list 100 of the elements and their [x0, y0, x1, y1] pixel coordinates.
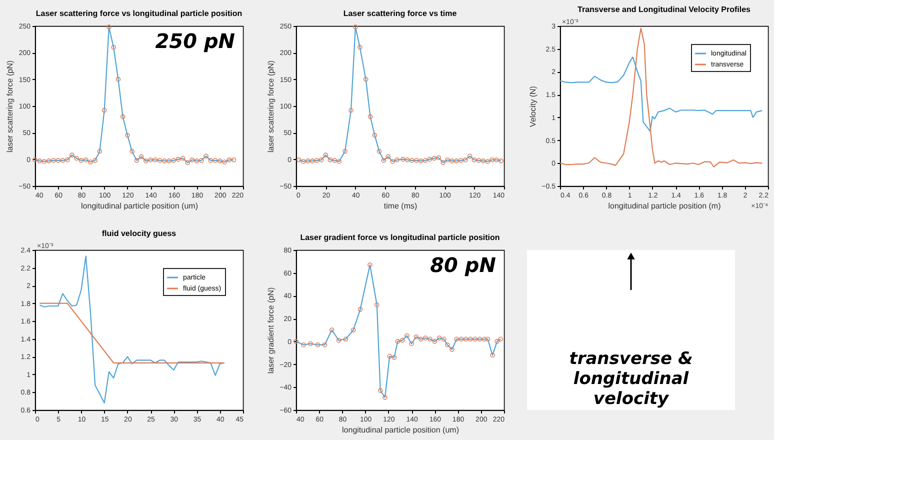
point	[37, 158, 42, 164]
point	[134, 158, 140, 163]
point	[357, 44, 362, 50]
point	[315, 342, 320, 348]
point	[454, 336, 460, 342]
point	[70, 152, 74, 158]
point	[166, 158, 172, 164]
chart-title: fluid velocity guess	[102, 229, 177, 238]
point	[97, 148, 102, 154]
x-axis-title: longitudinal particle position (um)	[342, 426, 460, 434]
point	[116, 76, 121, 82]
point	[322, 342, 328, 348]
point	[490, 352, 495, 358]
point	[405, 157, 410, 162]
point	[171, 158, 176, 163]
point	[51, 158, 56, 163]
point	[176, 156, 181, 162]
point	[74, 156, 79, 161]
text: transverse & longitudinal velocity	[569, 348, 693, 409]
point	[301, 342, 306, 348]
point	[450, 347, 454, 352]
point	[395, 339, 400, 344]
point	[454, 158, 459, 164]
point	[462, 157, 468, 162]
point	[450, 158, 454, 164]
point	[374, 302, 380, 308]
point	[208, 158, 214, 163]
point	[477, 336, 482, 342]
point	[376, 148, 382, 154]
point	[400, 156, 406, 162]
point	[78, 158, 84, 163]
point	[199, 158, 204, 163]
point	[436, 155, 442, 160]
point	[472, 157, 477, 162]
point	[427, 156, 432, 162]
x-axis-title: time (ms)	[384, 202, 418, 210]
point	[418, 158, 424, 164]
point	[125, 132, 130, 138]
annotation: 250 pN	[155, 29, 236, 53]
chart-title: Laser scattering force vs longitudinal particle position	[36, 9, 242, 18]
point	[310, 158, 315, 164]
point	[148, 157, 153, 162]
point	[386, 154, 391, 160]
point	[409, 341, 414, 346]
point	[400, 338, 405, 343]
point	[138, 154, 144, 160]
chart-title: Transverse and Longitudinal Velocity Profiles	[578, 5, 752, 14]
point	[372, 132, 378, 138]
point	[301, 159, 306, 164]
point	[363, 76, 368, 82]
point	[348, 108, 354, 113]
line-series	[559, 56, 763, 132]
point	[56, 158, 61, 163]
point	[130, 148, 134, 154]
point	[382, 395, 388, 400]
point	[296, 157, 302, 162]
point	[336, 159, 342, 164]
point	[342, 148, 348, 154]
point	[390, 159, 395, 164]
point	[231, 157, 236, 162]
point	[83, 157, 88, 162]
point	[494, 157, 499, 162]
point	[226, 157, 232, 162]
point	[106, 24, 112, 30]
point	[329, 328, 334, 332]
point	[387, 354, 392, 359]
point	[436, 336, 442, 340]
point	[482, 336, 487, 342]
point	[476, 158, 482, 163]
point	[368, 114, 373, 120]
point	[394, 157, 400, 162]
point	[46, 158, 52, 164]
point	[42, 159, 47, 164]
point	[152, 157, 158, 162]
point	[468, 336, 473, 342]
point	[185, 160, 190, 165]
point	[368, 262, 372, 268]
point	[414, 334, 419, 340]
line-series	[298, 26, 502, 164]
point	[190, 157, 195, 162]
point	[467, 154, 472, 159]
point	[458, 336, 464, 342]
point	[64, 157, 70, 162]
point	[212, 158, 218, 163]
point	[308, 341, 313, 346]
point	[92, 158, 98, 163]
point	[144, 158, 148, 164]
point	[432, 156, 437, 161]
point	[343, 336, 348, 342]
point	[111, 44, 116, 50]
point	[485, 336, 490, 342]
point	[217, 158, 222, 164]
point	[88, 160, 93, 164]
point	[442, 336, 446, 342]
point	[194, 158, 200, 164]
point	[445, 157, 450, 162]
point	[404, 333, 410, 338]
point	[444, 342, 450, 348]
point	[318, 157, 324, 162]
point	[498, 158, 504, 164]
